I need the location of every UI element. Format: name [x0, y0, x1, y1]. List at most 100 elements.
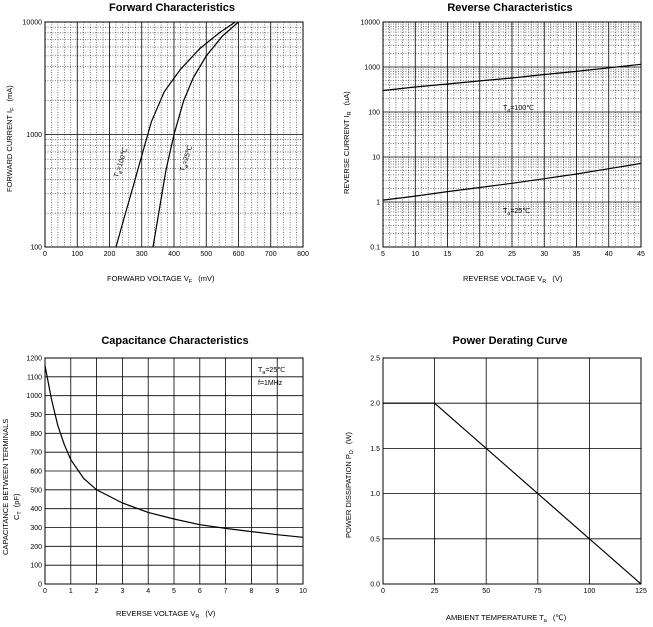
x-tick-label: 500	[200, 251, 212, 258]
y-tick-label: 100	[368, 110, 380, 117]
x-tick-label: 3	[120, 588, 124, 595]
x-tick-label: 800	[297, 251, 309, 258]
x-tick-label: 75	[534, 588, 542, 595]
y-tick-label: 1100	[27, 374, 42, 381]
y-tick-label: 1000	[364, 65, 380, 72]
chart1-ylabel-unit: (mA)	[5, 85, 14, 102]
x-tick-label: 15	[444, 251, 452, 258]
chart2-series1-label-sub: a	[507, 108, 511, 114]
chart3-annotation-sub: a	[262, 370, 266, 376]
chart3-title: Capacitance Characteristics	[101, 335, 248, 347]
x-tick-label: 0	[43, 588, 47, 595]
plot-frame	[382, 357, 642, 585]
x-tick-label: 0	[381, 588, 385, 595]
y-tick-label: 400	[30, 506, 42, 513]
chart1-series2-label: Ta=25℃	[179, 145, 196, 174]
x-tick-label: 6	[198, 588, 202, 595]
y-tick-label: 600	[30, 469, 42, 476]
x-tick-label: 300	[136, 251, 148, 258]
plot-frame	[382, 21, 642, 248]
chart1-series1-label-sub: a	[117, 170, 124, 176]
chart4-ylabel-sub: D	[349, 450, 355, 454]
x-tick-label: 10	[411, 251, 419, 258]
x-tick-label: 100	[71, 251, 83, 258]
chart2-ylabel: REVERSE CURRENT IR (uA)	[342, 91, 353, 194]
y-tick-label: 0.5	[370, 536, 380, 543]
chart3-xlabel-main: REVERSE VOLTAGE V	[116, 609, 195, 618]
x-tick-label: 30	[540, 251, 548, 258]
chart4-title: Power Derating Curve	[453, 335, 568, 347]
chart2-series1-label-main: T	[503, 105, 508, 112]
y-tick-label: 2.0	[370, 401, 380, 408]
chart4-ylabel-unit: (W)	[344, 432, 353, 445]
x-tick-label: 5	[381, 251, 385, 258]
chart3-annotation-rest: =25℃	[265, 367, 285, 374]
chart3-annotation-main: T	[258, 367, 263, 374]
y-tick-label: 0	[38, 582, 42, 589]
x-tick-label: 5	[172, 588, 176, 595]
x-tick-label: 20	[476, 251, 484, 258]
chart2-xlabel-sub: R	[542, 279, 546, 285]
x-tick-label: 400	[168, 251, 180, 258]
chart3-ylabel2-unit: (pF)	[12, 493, 21, 507]
chart2-series1-label: Ta=100℃	[503, 105, 534, 114]
chart3-plot: 0 1 2 3 4 5 6 7 8 9 100100200300400500600700800900…	[26, 356, 307, 596]
y-tick-label: 100	[30, 245, 42, 252]
chart1-xlabel-main: FORWARD VOLTAGE V	[107, 274, 189, 283]
y-tick-label: 1.0	[370, 491, 380, 498]
chart1-series2-label-sub: a	[183, 164, 190, 170]
chart1-ylabel-sub: F	[10, 107, 16, 111]
x-tick-label: 25	[508, 251, 516, 258]
chart3-annotation-line1: Ta=25℃	[258, 367, 285, 376]
chart1-series-1-line	[115, 21, 236, 248]
y-tick-label: 200	[30, 544, 42, 551]
y-tick-label: 2.5	[370, 356, 380, 363]
chart4-ylabel: POWER DISSIPATION PD (W)	[344, 432, 355, 538]
chart4-xlabel-sub: a	[544, 618, 548, 624]
x-tick-label: 50	[482, 588, 490, 595]
x-tick-label: 600	[233, 251, 245, 258]
y-tick-label: 300	[30, 525, 42, 532]
chart2-ylabel-main: REVERSE CURRENT I	[342, 115, 351, 194]
y-tick-label: 0.1	[370, 245, 380, 252]
chart2-plot: 5 10 15 20 25 30 35 40 45 0.1 1 10 100 1000 10000	[361, 20, 645, 259]
y-tick-label: 1.5	[370, 446, 380, 453]
x-tick-label: 25	[431, 588, 439, 595]
chart2-series2-label-main: T	[503, 208, 508, 215]
y-tick-label: 10000	[361, 20, 381, 27]
x-tick-label: 8	[249, 588, 253, 595]
chart3-ylabel2-main: C	[12, 514, 21, 520]
y-tick-label: 900	[30, 412, 42, 419]
y-tick-label: 1000	[26, 132, 42, 139]
chart2-series-2-line	[382, 162, 642, 201]
chart2-ylabel-unit: (uA)	[342, 91, 351, 106]
y-tick-label: 100	[30, 563, 42, 570]
chart3-xlabel-sub: R	[195, 614, 199, 620]
chart4-xlabel: AMBIENT TEMPERATURE Ta (℃)	[446, 613, 567, 624]
chart2-series1-label-rest: =100℃	[510, 105, 534, 112]
chart4-xlabel-unit: (℃)	[553, 613, 567, 622]
x-tick-label: 40	[605, 251, 613, 258]
chart3-ylabel-2: CT (pF)	[12, 493, 23, 520]
x-tick-label: 9	[275, 588, 279, 595]
chart1-ylabel: FORWARD CURRENT IF (mA)	[5, 85, 16, 192]
y-tick-label: 800	[30, 431, 42, 438]
chart2-series2-label-rest: =25℃	[510, 208, 530, 215]
y-tick-label: 1200	[26, 356, 42, 363]
chart1-series2-label-rest: =25℃	[182, 145, 195, 166]
x-tick-label: 10	[299, 588, 307, 595]
x-tick-label: 2	[95, 588, 99, 595]
chart3-ylabel2-sub: T	[17, 511, 23, 515]
chart4-series-1-line	[383, 402, 642, 585]
y-tick-label: 1	[376, 200, 380, 207]
chart3-annotation-line2: f=1MHz	[258, 380, 283, 387]
y-tick-label: 10000	[23, 20, 43, 27]
x-tick-label: 0	[43, 251, 47, 258]
chart1-xlabel-sub: F	[189, 279, 193, 285]
y-tick-label: 500	[30, 487, 42, 494]
chart1-series-2-line	[152, 21, 239, 248]
chart1-title: Forward Characteristics	[109, 2, 235, 14]
chart2-xlabel-main: REVERSE VOLTAGE V	[463, 274, 542, 283]
